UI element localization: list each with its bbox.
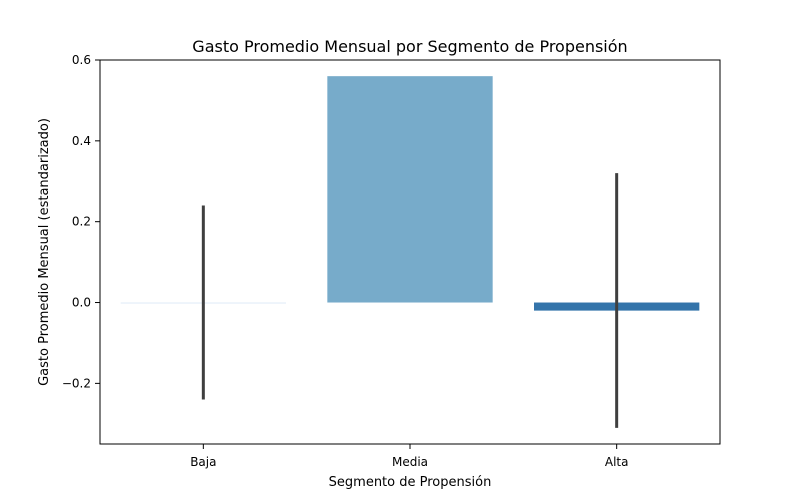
x-tick-label: Alta: [605, 455, 629, 469]
y-tick-label: 0.6: [72, 53, 91, 67]
plot-area: [120, 76, 700, 428]
x-tick-label: Baja: [190, 455, 216, 469]
y-tick-label: 0.4: [72, 134, 91, 148]
axes: Baja Media Alta −0.2 0.0 0.2 0.4 0.6: [62, 53, 629, 469]
chart-title: Gasto Promedio Mensual por Segmento de P…: [192, 37, 627, 56]
x-tick-label: Media: [392, 455, 428, 469]
y-axis-label: Gasto Promedio Mensual (estandarizado): [37, 118, 52, 386]
y-tick-label: −0.2: [62, 376, 91, 390]
y-tick-label: 0.0: [72, 296, 91, 310]
y-tick-label: 0.2: [72, 215, 91, 229]
x-axis-label: Segmento de Propensión: [329, 475, 492, 490]
bar-media: [327, 76, 493, 303]
